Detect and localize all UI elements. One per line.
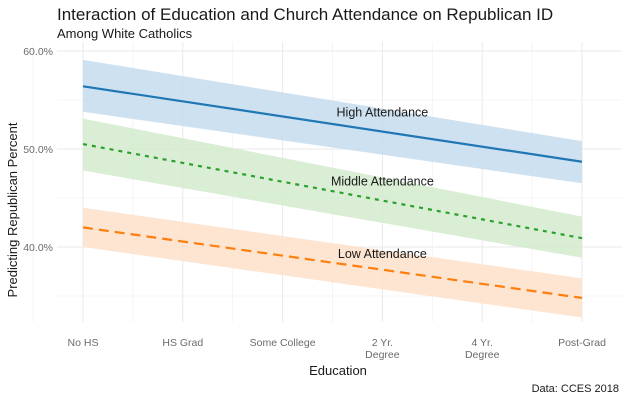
series-label-high-attendance: High Attendance <box>337 106 429 120</box>
chart-title: Interaction of Education and Church Atte… <box>57 5 553 24</box>
x-tick-label-line: Degree <box>365 349 400 361</box>
x-tick-label-line: Post-Grad <box>558 337 606 349</box>
x-tick-label-line: Degree <box>465 349 500 361</box>
x-tick-label-line: 2 Yr. <box>372 337 393 349</box>
x-tick-label: 2 Yr. Degree <box>365 337 400 361</box>
y-tick-label: 50.0% <box>23 144 53 156</box>
band-middle-attendance <box>83 118 582 258</box>
band-low-attendance <box>83 207 582 318</box>
line-low-attendance <box>82 226 583 300</box>
y-axis-ticks: 40.0% 50.0% 60.0% <box>23 46 53 254</box>
series-label-low-attendance: Low Attendance <box>338 247 427 261</box>
x-tick-label-line: HS Grad <box>162 337 203 349</box>
x-tick-label-line: 4 Yr. <box>471 337 492 349</box>
y-tick-label: 60.0% <box>23 46 53 58</box>
line-high-attendance <box>82 85 583 163</box>
x-tick-label: Some College <box>250 337 316 349</box>
series-lines <box>82 85 583 300</box>
x-tick-label: No HS <box>68 337 99 349</box>
confidence-bands <box>83 59 582 318</box>
chart-caption: Data: CCES 2018 <box>532 383 619 395</box>
series-labels: High Attendance Middle Attendance Low Atte… <box>331 106 434 262</box>
x-tick-label-line: No HS <box>68 337 99 349</box>
x-axis-title: Education <box>309 363 367 378</box>
line-middle-attendance <box>82 143 583 240</box>
chart-subtitle: Among White Catholics <box>57 26 193 41</box>
band-high-attendance <box>83 59 582 184</box>
x-tick-label: HS Grad <box>162 337 203 349</box>
y-axis-title: Predicting Republican Percent <box>5 122 20 297</box>
x-tick-label: 4 Yr. Degree <box>465 337 500 361</box>
x-tick-label: Post-Grad <box>558 337 606 349</box>
x-tick-label-line: Some College <box>250 337 316 349</box>
y-tick-label: 40.0% <box>23 242 53 254</box>
series-label-middle-attendance: Middle Attendance <box>331 174 434 188</box>
